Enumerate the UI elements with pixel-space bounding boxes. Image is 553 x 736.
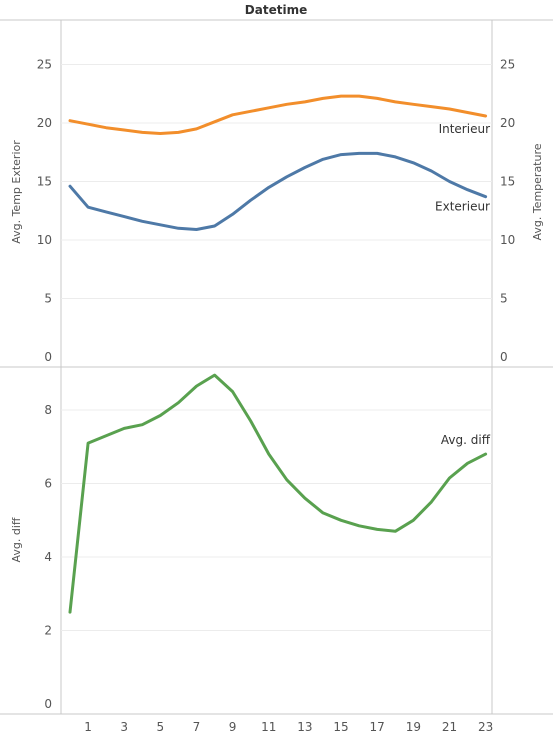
y-tick-left-bottom: 8 xyxy=(44,403,52,417)
series-line-avg-diff xyxy=(68,373,488,614)
y-tick-left-bottom: 0 xyxy=(44,697,52,711)
y-tick-right: 0 xyxy=(500,350,508,364)
chart-header-title: Datetime xyxy=(245,3,307,17)
left-axis-title-bottom: Avg. diff xyxy=(10,517,23,562)
y-tick-right: 10 xyxy=(500,233,515,247)
x-tick-label: 19 xyxy=(406,720,421,734)
x-tick-label: 9 xyxy=(229,720,237,734)
y-tick-left-top: 10 xyxy=(37,233,52,247)
y-tick-left-bottom: 2 xyxy=(44,624,52,638)
left-axis-title-top: Avg. Temp Exterior xyxy=(10,140,23,244)
y-tick-left-top: 15 xyxy=(37,175,52,189)
x-tick-label: 17 xyxy=(370,720,385,734)
y-tick-right: 15 xyxy=(500,175,515,189)
series-label-avg-diff: Avg. diff xyxy=(441,433,491,447)
series-line-interieur xyxy=(68,94,488,135)
y-tick-left-bottom: 4 xyxy=(44,550,52,564)
x-tick-label: 3 xyxy=(120,720,128,734)
y-tick-left-top: 25 xyxy=(37,58,52,72)
series-line-exterieur xyxy=(68,151,488,231)
series-labels: Interieur Exterieur Avg. diff xyxy=(435,122,491,447)
series-lines xyxy=(68,94,488,614)
x-tick-label: 15 xyxy=(333,720,348,734)
y-tick-right: 20 xyxy=(500,116,515,130)
x-tick-label: 1 xyxy=(84,720,92,734)
x-tick-label: 13 xyxy=(297,720,312,734)
y-tick-right: 25 xyxy=(500,58,515,72)
right-axis-title: Avg. Temperature xyxy=(531,143,544,240)
series-label-interieur: Interieur xyxy=(439,122,490,136)
y-tick-left-top: 5 xyxy=(44,292,52,306)
x-tick-label: 11 xyxy=(261,720,276,734)
gridlines xyxy=(61,64,492,631)
y-tick-left-bottom: 6 xyxy=(44,477,52,491)
series-label-exterieur: Exterieur xyxy=(435,200,490,214)
x-tick-label: 23 xyxy=(478,720,493,734)
y-tick-left-top: 20 xyxy=(37,116,52,130)
y-tick-left-top: 0 xyxy=(44,350,52,364)
y-tick-right: 5 xyxy=(500,292,508,306)
x-tick-label: 7 xyxy=(193,720,201,734)
x-tick-label: 5 xyxy=(157,720,165,734)
x-tick-label: 21 xyxy=(442,720,457,734)
